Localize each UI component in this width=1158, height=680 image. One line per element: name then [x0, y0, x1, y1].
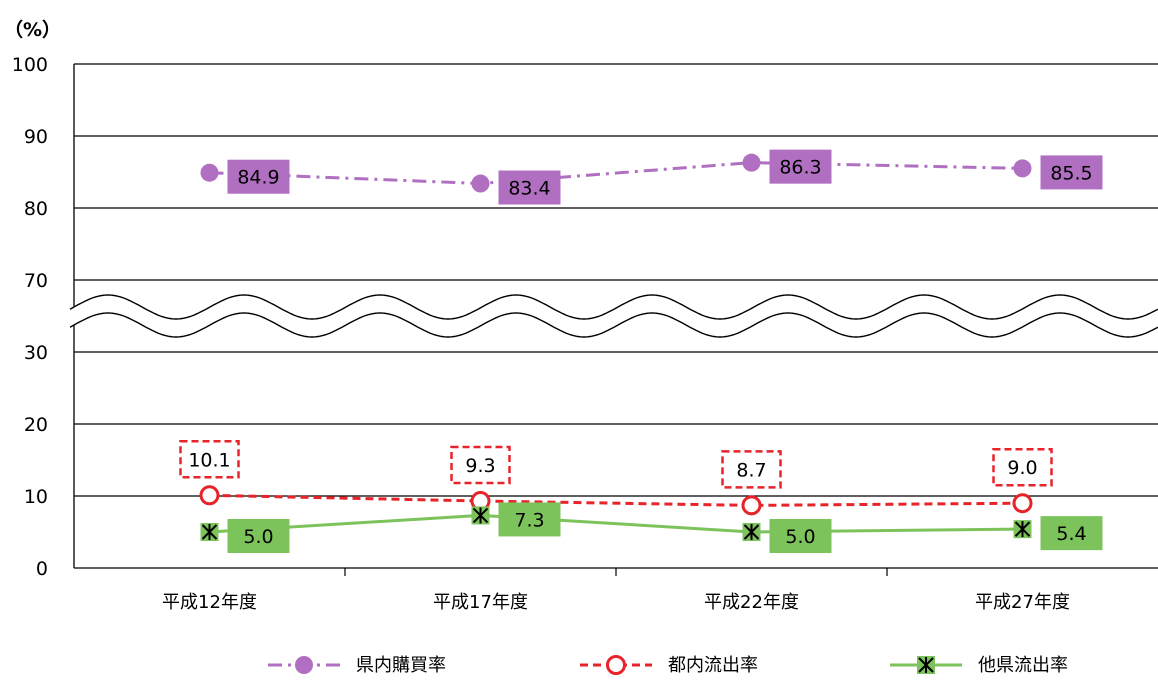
series-line	[209, 493, 1023, 507]
data-label-text: 9.3	[465, 455, 495, 477]
data-point	[742, 153, 761, 172]
data-label-box	[769, 149, 832, 184]
legend-item: 都内流出率	[580, 655, 758, 676]
y-tick-label: 80	[24, 198, 48, 220]
x-tick-label: 平成12年度	[162, 592, 257, 613]
data-label: 9.3	[450, 445, 511, 485]
data-label-text: 83.4	[508, 178, 550, 200]
data-point	[295, 656, 313, 674]
y-tick-label: 20	[24, 414, 48, 436]
series-line	[209, 513, 1023, 534]
y-axis-unit-label: （%）	[4, 18, 61, 41]
data-point	[1013, 520, 1032, 539]
legend: 県内購買率 都内流出率 他県流出率	[268, 655, 1068, 676]
data-point	[199, 485, 220, 506]
data-label: 9.0	[992, 447, 1053, 487]
data-point	[200, 163, 219, 182]
legend-item: 他県流出率	[890, 655, 1068, 676]
data-label: 8.7	[721, 450, 782, 489]
data-label-box	[498, 502, 561, 537]
data-label: 5.0	[769, 519, 832, 553]
data-label-text: 5.4	[1056, 523, 1086, 545]
data-point	[471, 506, 490, 525]
data-label-box	[450, 445, 511, 485]
data-point	[200, 523, 219, 541]
data-label-box	[227, 519, 290, 553]
data-point	[1013, 159, 1032, 178]
data-label-text: 9.0	[1007, 457, 1037, 479]
data-point	[606, 655, 626, 675]
data-label-box	[721, 450, 782, 489]
data-point	[741, 495, 762, 516]
data-label-text: 10.1	[188, 449, 230, 471]
y-tick-label: 70	[24, 270, 48, 292]
data-label-box	[498, 170, 561, 205]
y-tick-label: 10	[24, 486, 48, 508]
x-tick-label: 平成17年度	[433, 592, 528, 613]
data-label: 85.5	[1040, 155, 1103, 190]
data-label-text: 86.3	[779, 157, 821, 179]
data-label: 5.0	[227, 519, 290, 553]
data-label-text: 5.0	[243, 526, 273, 548]
data-label: 84.9	[227, 159, 290, 194]
x-tick-label: 平成27年度	[975, 592, 1070, 613]
data-label-text: 5.0	[785, 526, 815, 548]
data-label-box	[769, 519, 832, 553]
legend-label: 県内購買率	[356, 655, 446, 676]
data-label-box	[227, 159, 290, 194]
data-label: 83.4	[498, 170, 561, 205]
data-label: 86.3	[769, 149, 832, 184]
data-label-text: 85.5	[1050, 162, 1092, 184]
data-label-box	[992, 447, 1053, 487]
axis-break-wave	[69, 294, 1158, 338]
x-tick-label: 平成22年度	[704, 592, 799, 613]
legend-label: 都内流出率	[668, 655, 758, 676]
data-label-box	[179, 440, 240, 479]
y-tick-label: 0	[36, 558, 48, 580]
data-label: 5.4	[1040, 516, 1103, 551]
data-label-text: 84.9	[237, 167, 279, 189]
data-point	[1012, 493, 1033, 514]
data-label: 10.1	[179, 440, 240, 479]
data-label-text: 8.7	[736, 459, 766, 481]
legend-label: 他県流出率	[978, 655, 1068, 676]
x-axis-ticks: 平成12年度 平成17年度 平成22年度 平成27年度	[162, 592, 1070, 613]
data-label-box	[1040, 155, 1103, 190]
axis-break-line-top	[69, 294, 1158, 320]
data-label-box	[1040, 516, 1103, 551]
y-tick-label: 90	[24, 126, 48, 148]
data-point	[742, 523, 761, 541]
axis-break-line-bottom	[69, 312, 1158, 338]
series-line	[209, 161, 1023, 186]
data-point	[471, 174, 490, 193]
y-tick-label: 30	[24, 342, 48, 364]
data-label-text: 7.3	[514, 509, 544, 531]
data-label: 7.3	[498, 502, 561, 537]
legend-item: 県内購買率	[268, 655, 446, 676]
series-layer	[199, 153, 1033, 541]
data-labels: 84.9 83.4 86.3 85.5 10.1 9.3 8.7 9.0 5.0 7.3 5.0 5.…	[179, 149, 1103, 553]
axis-break-mask	[70, 295, 1158, 337]
data-point	[917, 656, 935, 674]
y-tick-label: 100	[12, 54, 48, 76]
